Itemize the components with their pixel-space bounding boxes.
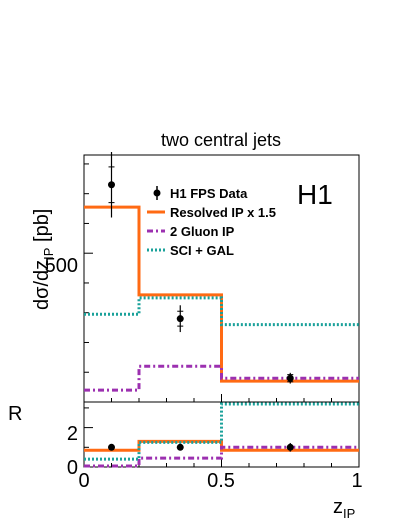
ratio-ytick-label-2: 2 xyxy=(67,423,78,445)
ratio-y-axis-label: R xyxy=(8,403,22,425)
series-1-step-line xyxy=(84,364,359,392)
xtick-label-0: 0 xyxy=(78,470,89,492)
legend-entry-resolved: Resolved IP x 1.5 xyxy=(147,205,276,220)
ratio-ytick-label-0: 0 xyxy=(67,457,78,479)
series-2-step-line xyxy=(84,296,359,327)
ratio-series-group xyxy=(84,402,359,468)
main-ytick-label-500: 500 xyxy=(45,255,78,277)
main-axis-ticks xyxy=(83,163,360,403)
legend-label-data: H1 FPS Data xyxy=(170,186,248,201)
series-2-step-line xyxy=(84,402,359,461)
xtick-label-0-5: 0.5 xyxy=(207,470,235,492)
data-point-marker xyxy=(286,374,294,382)
h1-logo: H1 xyxy=(297,179,333,210)
legend-data-marker xyxy=(153,189,161,197)
legend-label-2gluon: 2 Gluon IP xyxy=(170,224,235,239)
data-point-marker xyxy=(108,181,115,189)
data-point-marker xyxy=(176,315,184,323)
legend-entry-data: H1 FPS Data xyxy=(153,186,248,201)
legend-label-resolved: Resolved IP x 1.5 xyxy=(170,205,276,220)
data-point-marker xyxy=(108,443,115,451)
legend-entry-sci-gal: SCI + GAL xyxy=(147,243,234,258)
main-series-group xyxy=(84,205,359,392)
legend: H1 FPS Data Resolved IP x 1.5 2 Gluon IP… xyxy=(147,186,276,258)
xtick-label-1: 1 xyxy=(351,470,362,492)
data-point-marker xyxy=(176,443,184,451)
ratio-data-points xyxy=(108,442,294,452)
main-y-axis-label: dσ/dzIP [pb] xyxy=(31,209,56,310)
x-axis-label: zIP xyxy=(333,496,355,521)
chart-title: two central jets xyxy=(161,130,281,150)
data-point-marker xyxy=(286,443,294,451)
series-0-step-line xyxy=(84,205,359,383)
series-1-step-line xyxy=(84,445,359,468)
main-data-points xyxy=(108,152,294,384)
legend-label-sci-gal: SCI + GAL xyxy=(170,243,234,258)
legend-entry-2gluon: 2 Gluon IP xyxy=(147,224,235,239)
